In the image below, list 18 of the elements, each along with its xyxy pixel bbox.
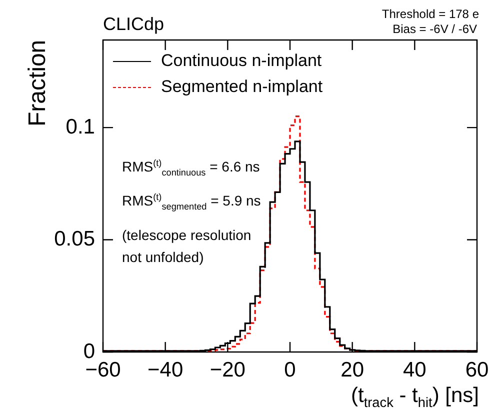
text: Threshold = 178 e <box>382 7 479 22</box>
text: Bias = -6V / -6V <box>392 22 477 36</box>
y-tick-label: 0.1 <box>66 115 95 138</box>
annotation: RMS$^{(t)}$$_{segmented}$ = 5.9 ns <box>122 192 261 212</box>
x-tick-label: 0 <box>284 358 296 382</box>
y-tick-label: 0.05 <box>54 228 95 251</box>
x-tick-label: −40 <box>148 358 184 382</box>
annotation: (telescope resolution not unfolded) <box>122 226 252 267</box>
x-tick-label: 20 <box>340 358 364 382</box>
legend-label: Segmented n-implant <box>161 77 323 97</box>
x-axis-title: (t$_{track}$ - t$_{hit}$) [ns] <box>351 384 479 410</box>
x-tick-label: 40 <box>402 358 426 382</box>
legend-label: Continuous n-implant <box>161 51 322 71</box>
y-axis-title: Fraction <box>24 38 52 129</box>
x-tick-label: −20 <box>210 358 246 382</box>
x-tick-label: 60 <box>465 358 489 382</box>
text: CLICdp <box>103 14 164 35</box>
annotation: RMS$^{(t)}$$_{continuous}$ = 6.6 ns <box>122 158 260 178</box>
